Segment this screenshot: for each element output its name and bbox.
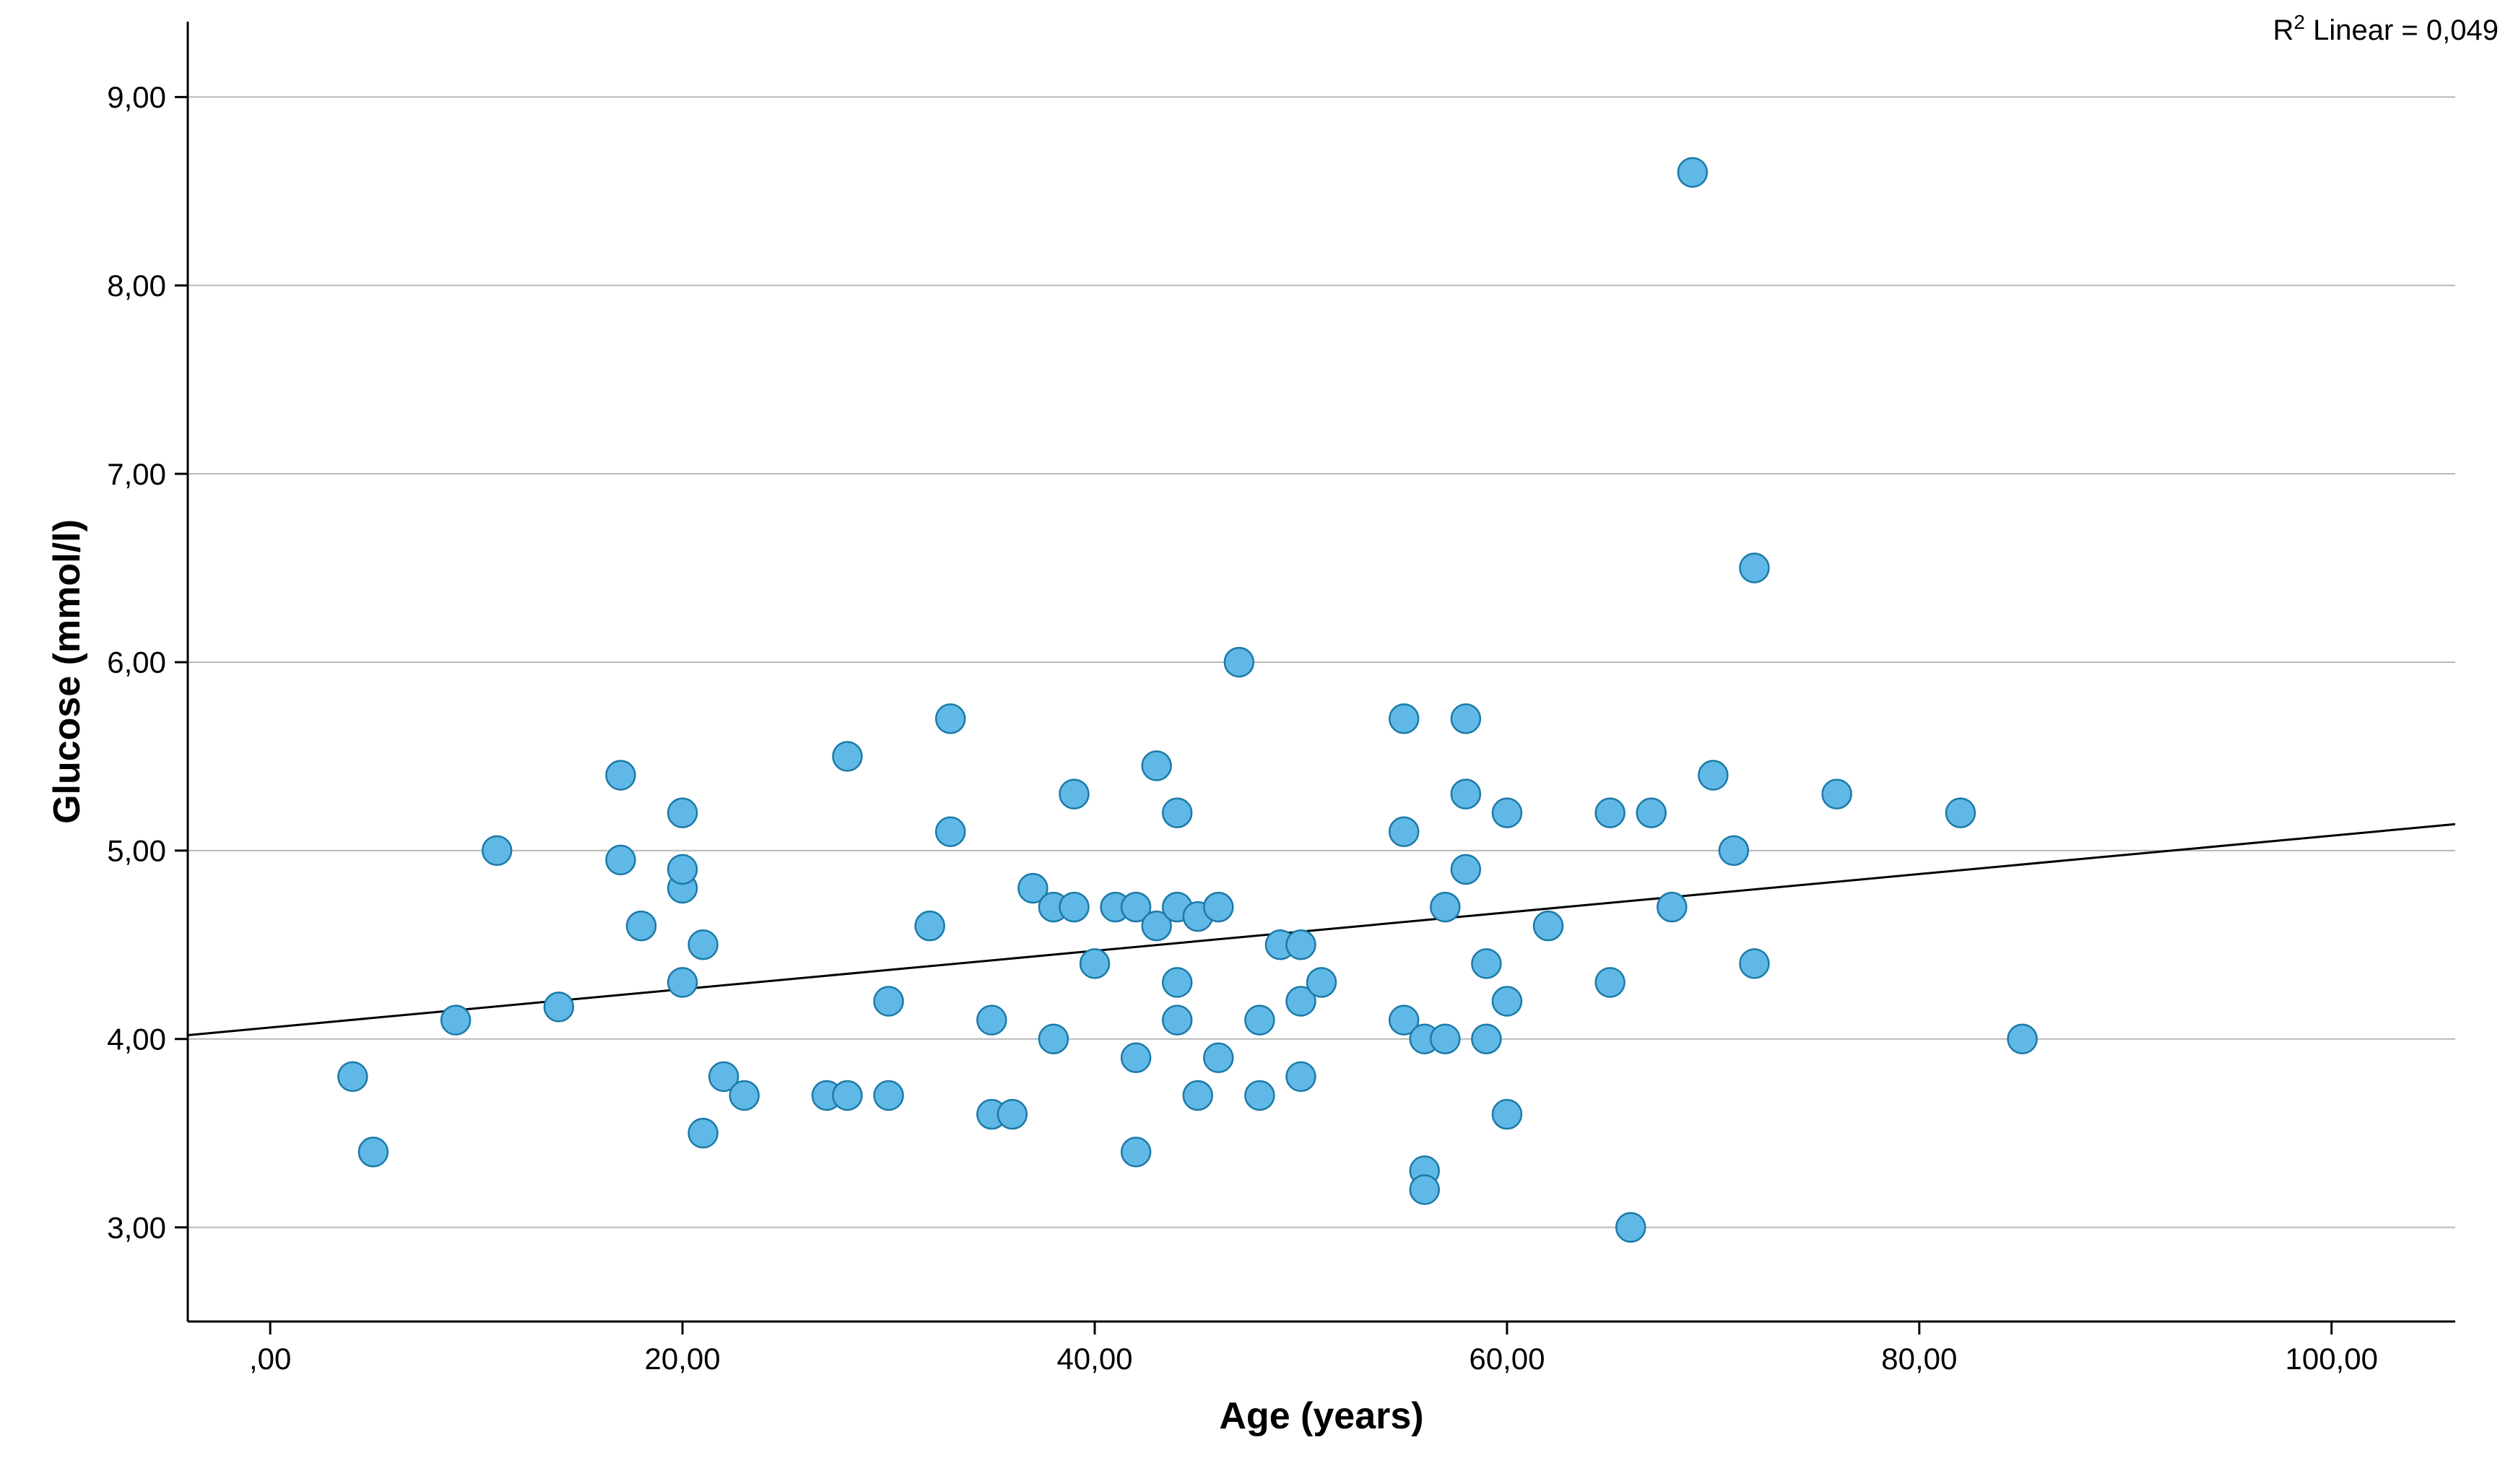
data-point [1534, 911, 1563, 940]
data-point [998, 1100, 1027, 1129]
data-point [1493, 799, 1522, 828]
data-point [1121, 1137, 1150, 1166]
scatter-chart: ,00 20,00 40,00 60,00 80,00 100,00 3,00 4,00 5,0… [0, 0, 2513, 1484]
chart-svg: ,00 20,00 40,00 60,00 80,00 100,00 3,00 4,00 5,0… [0, 0, 2513, 1484]
y-tick-label: 9,00 [107, 80, 166, 114]
x-axis-label: Age (years) [1219, 1395, 1423, 1437]
data-point [1678, 158, 1707, 187]
data-point [1163, 1006, 1192, 1035]
data-point [1719, 836, 1748, 865]
x-tick-label: 80,00 [1881, 1342, 1957, 1376]
data-point [1389, 704, 1418, 733]
data-point [1596, 799, 1625, 828]
data-point [482, 836, 511, 865]
data-point [1596, 968, 1625, 997]
data-point [977, 1006, 1006, 1035]
data-point [936, 704, 965, 733]
data-point [1225, 648, 1254, 677]
data-point [1039, 1025, 1068, 1054]
data-point [1080, 949, 1109, 978]
data-point [668, 855, 697, 884]
data-point [833, 1081, 861, 1110]
data-point [730, 1081, 759, 1110]
data-point [1204, 1043, 1233, 1072]
y-tick-label: 6,00 [107, 646, 166, 680]
data-point [668, 799, 697, 828]
data-point [1059, 893, 1088, 921]
data-point [1493, 1100, 1522, 1129]
data-point [1698, 760, 1727, 789]
data-point [936, 817, 965, 846]
data-point [668, 968, 697, 997]
data-point [1245, 1006, 1274, 1035]
data-point [689, 930, 718, 959]
r-squared-annotation: R2 Linear = 0,049 [2273, 11, 2499, 47]
data-point [1451, 780, 1480, 809]
y-tick-label: 3,00 [107, 1210, 166, 1244]
data-point [1431, 1025, 1459, 1054]
data-point [544, 992, 573, 1021]
data-point [1142, 751, 1171, 780]
y-tick-label: 7,00 [107, 457, 166, 491]
chart-background [0, 0, 2513, 1484]
data-point [1184, 1081, 1212, 1110]
data-point [606, 760, 635, 789]
data-point [1946, 799, 1975, 828]
data-point [1657, 893, 1686, 921]
data-point [1121, 1043, 1150, 1072]
data-point [1740, 554, 1768, 583]
data-point [1307, 968, 1336, 997]
data-point [1637, 799, 1666, 828]
x-tick-label: ,00 [249, 1342, 291, 1376]
y-axis-label: Glucose (mmol/l) [46, 519, 88, 824]
data-point [874, 987, 903, 1016]
data-point [1823, 780, 1852, 809]
data-point [833, 742, 861, 771]
y-tick-label: 5,00 [107, 834, 166, 868]
data-point [338, 1062, 367, 1091]
data-point [1740, 949, 1768, 978]
data-point [916, 911, 945, 940]
x-tick-label: 40,00 [1056, 1342, 1132, 1376]
data-point [1431, 893, 1459, 921]
x-tick-label: 60,00 [1469, 1342, 1545, 1376]
data-point [359, 1137, 388, 1166]
data-point [1472, 949, 1501, 978]
data-point [1451, 704, 1480, 733]
data-point [874, 1081, 903, 1110]
data-point [1059, 780, 1088, 809]
data-point [1286, 930, 1315, 959]
data-point [606, 846, 635, 875]
data-point [1389, 817, 1418, 846]
data-point [1410, 1175, 1439, 1204]
data-point [1163, 799, 1192, 828]
data-point [1493, 987, 1522, 1016]
data-point [689, 1119, 718, 1147]
data-point [2008, 1025, 2037, 1054]
data-point [627, 911, 656, 940]
data-point [1163, 968, 1192, 997]
data-point [1451, 855, 1480, 884]
y-tick-label: 4,00 [107, 1022, 166, 1056]
data-point [1204, 893, 1233, 921]
data-point [1472, 1025, 1501, 1054]
data-point [1245, 1081, 1274, 1110]
x-tick-label: 20,00 [645, 1342, 721, 1376]
y-tick-label: 8,00 [107, 269, 166, 303]
data-point [1286, 1062, 1315, 1091]
data-point [1616, 1213, 1645, 1242]
data-point [441, 1006, 470, 1035]
x-tick-label: 100,00 [2285, 1342, 2377, 1376]
